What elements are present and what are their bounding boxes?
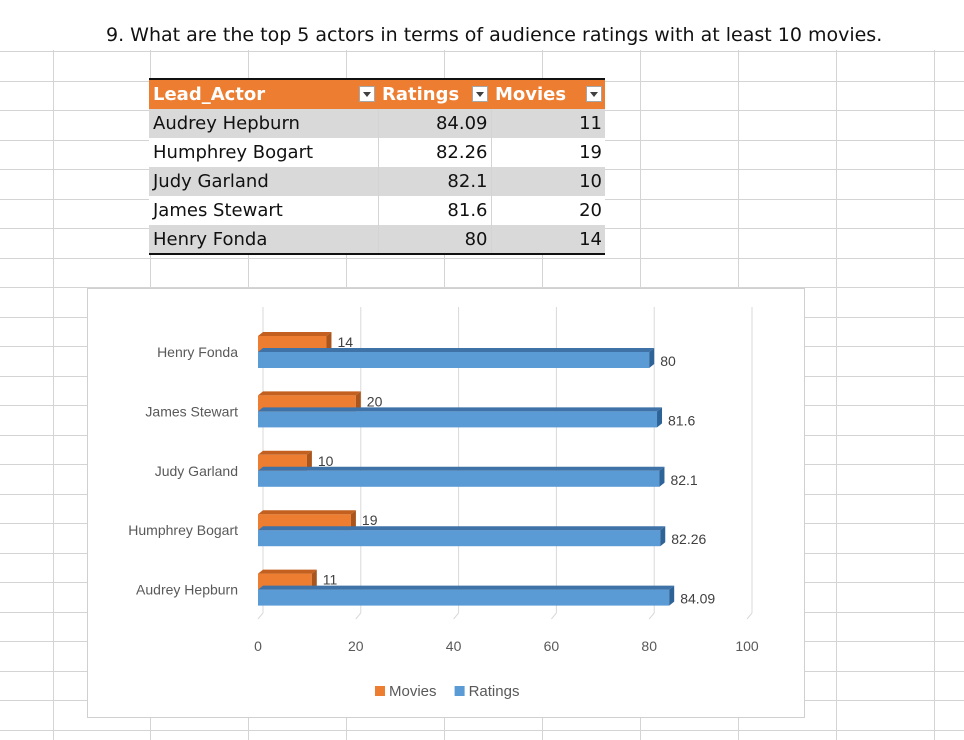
chart-canvas: Audrey Hepburn 11 84.09 Humphrey Bogart 19 82… <box>128 307 759 700</box>
gridline <box>355 612 362 620</box>
cell-actor[interactable]: James Stewart <box>149 196 379 225</box>
data-label-ratings: 84.09 <box>680 591 715 607</box>
cell-ratings[interactable]: 81.6 <box>378 196 492 225</box>
ratings-bar <box>258 526 666 547</box>
x-tick-label: 80 <box>641 638 657 654</box>
chevron-down-icon <box>363 91 371 97</box>
header-label: Movies <box>495 84 567 105</box>
table-row: Audrey Hepburn 84.09 11 <box>149 109 605 138</box>
cell-movies[interactable]: 20 <box>579 200 602 221</box>
table-row: Judy Garland 82.1 10 <box>149 167 605 196</box>
cell-actor[interactable]: Audrey Hepburn <box>149 109 379 138</box>
gridline <box>746 612 753 620</box>
category-label: Judy Garland <box>155 463 238 479</box>
data-label-movies: 10 <box>318 453 334 469</box>
x-tick-label: 60 <box>544 638 560 654</box>
data-label-movies: 11 <box>323 572 338 588</box>
movies-bar <box>258 569 317 590</box>
ratings-bar <box>258 585 675 606</box>
question-heading: 9. What are the top 5 actors in terms of… <box>106 24 889 46</box>
data-label-movies: 20 <box>367 393 383 409</box>
ratings-bar <box>258 407 663 428</box>
table-row: James Stewart 81.6 20 <box>149 196 605 225</box>
data-label-ratings: 80 <box>660 353 676 369</box>
bar-chart[interactable]: Audrey Hepburn 11 84.09 Humphrey Bogart 19 82… <box>87 288 805 718</box>
chevron-down-icon <box>476 91 484 97</box>
category-label: Humphrey Bogart <box>128 522 238 538</box>
data-label-ratings: 82.26 <box>671 531 706 547</box>
table-header-row: Lead_Actor Ratings Movies <box>149 78 605 109</box>
legend-swatch <box>375 686 385 696</box>
filter-dropdown-button[interactable] <box>586 86 602 102</box>
x-tick-label: 100 <box>735 638 759 654</box>
legend-swatch <box>454 686 465 696</box>
filter-dropdown-button[interactable] <box>359 86 375 102</box>
data-label-ratings: 81.6 <box>668 412 695 428</box>
legend-item: Ratings <box>454 683 520 700</box>
x-tick-label: 40 <box>446 638 462 654</box>
category-label: James Stewart <box>145 403 238 419</box>
cell-movies[interactable]: 19 <box>579 142 602 163</box>
data-label-ratings: 82.1 <box>670 472 697 488</box>
chevron-down-icon <box>590 91 598 97</box>
cell-ratings[interactable]: 82.26 <box>378 138 492 167</box>
data-label-movies: 19 <box>362 512 378 528</box>
gridline <box>551 612 557 620</box>
results-table: Lead_Actor Ratings Movies Audrey Hepburn <box>149 78 605 255</box>
x-tick-label: 20 <box>348 638 364 654</box>
cell-movies[interactable]: 11 <box>579 113 602 134</box>
gridline <box>648 612 655 620</box>
legend: Movies Ratings <box>375 683 519 700</box>
cell-ratings[interactable]: 84.09 <box>378 109 492 138</box>
x-tick-label: 0 <box>254 638 262 654</box>
data-label-movies: 14 <box>337 334 353 350</box>
filter-dropdown-button[interactable] <box>472 86 488 102</box>
cell-ratings[interactable]: 80 <box>378 225 492 255</box>
movies-bar <box>258 391 361 412</box>
header-lead-actor: Lead_Actor <box>149 78 378 109</box>
table-row: Humphrey Bogart 82.26 19 <box>149 138 605 167</box>
cell-actor[interactable]: Judy Garland <box>149 167 379 196</box>
cell-ratings[interactable]: 82.1 <box>378 167 492 196</box>
ratings-bar <box>258 348 655 368</box>
legend-label: Movies <box>389 683 437 700</box>
movies-bar <box>258 450 312 471</box>
header-movies: Movies <box>491 78 605 109</box>
cell-actor[interactable]: Henry Fonda <box>149 225 379 255</box>
header-label: Lead_Actor <box>153 84 266 105</box>
ratings-bar <box>258 466 665 487</box>
table-row: Henry Fonda 80 14 <box>149 225 605 255</box>
gridline <box>453 612 459 620</box>
cell-movies[interactable]: 10 <box>579 171 602 192</box>
gridline <box>257 612 264 620</box>
header-ratings: Ratings <box>378 78 491 109</box>
category-label: Audrey Hepburn <box>136 582 238 598</box>
legend-item: Movies <box>375 683 437 700</box>
header-label: Ratings <box>382 84 460 105</box>
category-label: Henry Fonda <box>157 344 238 360</box>
cell-movies[interactable]: 14 <box>491 225 605 255</box>
legend-label: Ratings <box>469 683 520 700</box>
cell-actor[interactable]: Humphrey Bogart <box>149 138 379 167</box>
